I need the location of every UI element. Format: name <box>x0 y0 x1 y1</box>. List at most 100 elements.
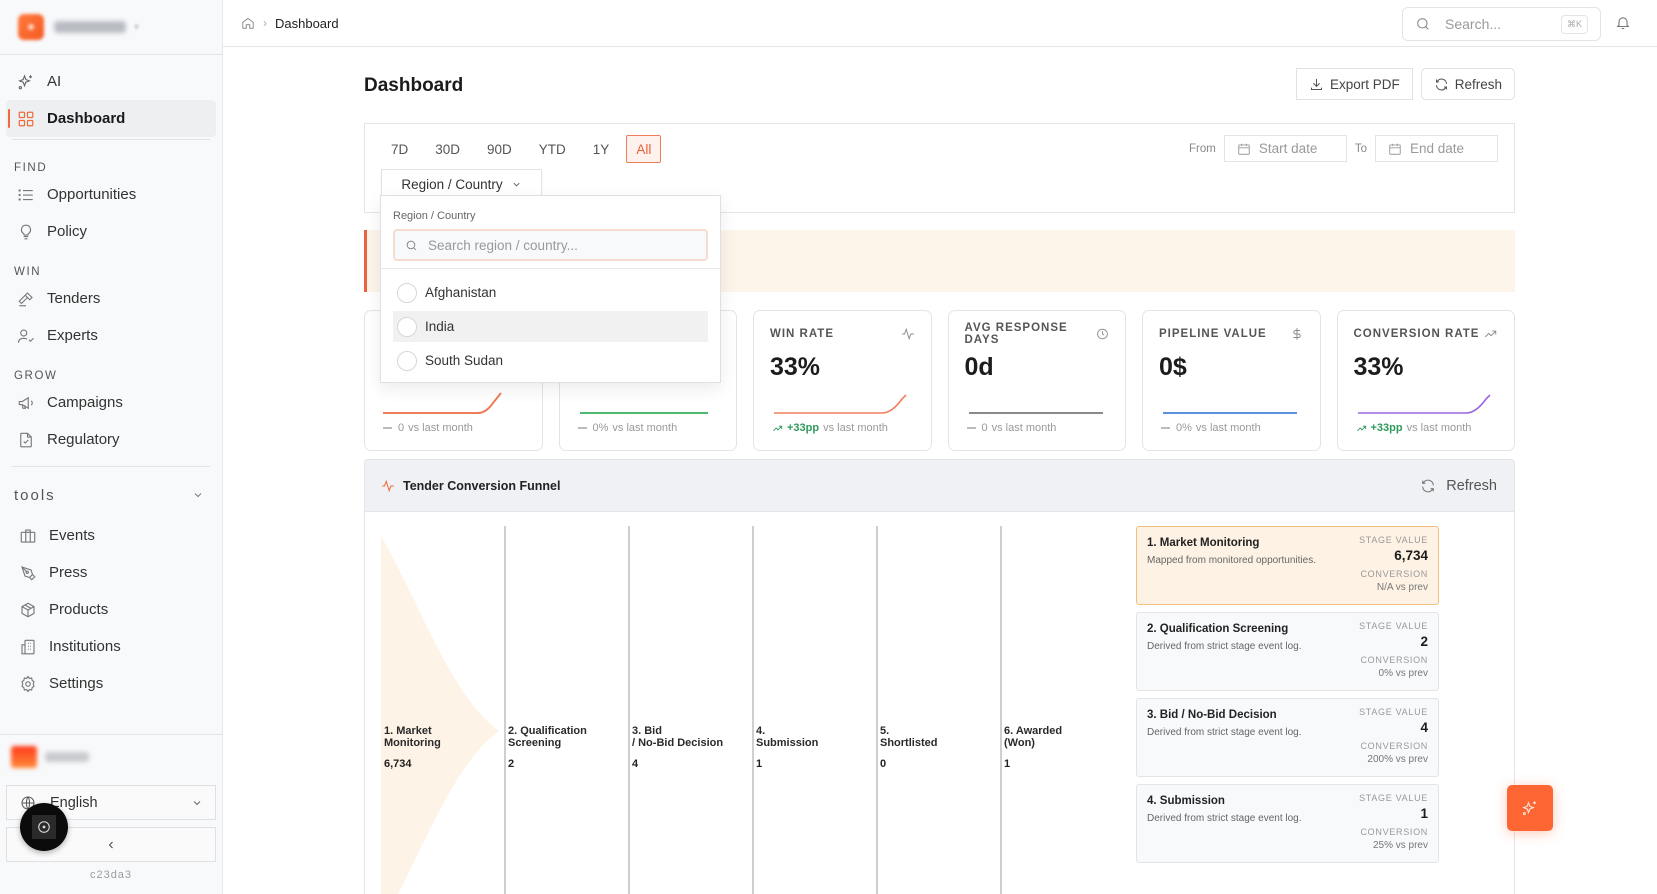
chevron-down-icon: ▾ <box>134 21 140 33</box>
list-icon <box>18 188 33 201</box>
stage-divider <box>628 526 630 894</box>
sidebar-item-label: Settings <box>49 675 104 692</box>
shortcut-hint: ⌘K <box>1560 14 1588 34</box>
trending-up-icon <box>1484 330 1497 338</box>
kpi-label: WIN RATE <box>770 328 835 340</box>
sidebar-item-ai[interactable]: AI <box>6 63 216 100</box>
lightbulb-icon <box>20 224 32 239</box>
range-ytd[interactable]: YTD <box>538 141 566 157</box>
conversion-label: CONVERSION <box>1360 569 1428 579</box>
build-hash: c23da3 <box>89 869 133 881</box>
funnel-stage-label: 5. Shortlisted <box>880 725 938 749</box>
end-date-input[interactable]: End date <box>1375 135 1498 162</box>
sidebar-nav: AI Dashboard FIND Opportunities Policy W… <box>0 55 222 702</box>
conversion-value: 25% vs prev <box>1372 840 1428 851</box>
sidebar-item-institutions[interactable]: Institutions <box>6 628 216 665</box>
refresh-icon <box>1435 78 1447 90</box>
chevron-down-icon <box>194 493 202 498</box>
sidebar-item-events[interactable]: Events <box>6 517 216 554</box>
stage-card-qualification-screening[interactable]: 2. Qualification Screening Derived from … <box>1136 612 1439 691</box>
sidebar: ▾ AI Dashboard FIND Opportunities Policy… <box>0 0 223 894</box>
stage-card-market-monitoring[interactable]: 1. Market Monitoring Mapped from monitor… <box>1136 526 1439 605</box>
region-option-afghanistan[interactable]: Afghanistan <box>393 277 708 308</box>
activity-icon <box>901 327 914 341</box>
funnel-refresh-button[interactable]: Refresh <box>1420 478 1497 494</box>
radio-button[interactable] <box>397 350 417 371</box>
sparkles-icon <box>1522 801 1536 816</box>
stage-title: 4. Submission <box>1147 795 1225 807</box>
bell-icon[interactable] <box>1615 14 1631 31</box>
delta-value: 0 <box>398 422 405 434</box>
stage-card-submission[interactable]: 4. Submission Derived from strict stage … <box>1136 784 1439 863</box>
divider <box>12 139 210 140</box>
sparkline <box>774 394 907 414</box>
start-date-input[interactable]: Start date <box>1223 135 1347 162</box>
sidebar-item-regulatory[interactable]: Regulatory <box>6 421 216 458</box>
workspace-logo <box>18 14 44 40</box>
workspace-switcher[interactable]: ▾ <box>0 0 222 55</box>
stage-value-label: STAGE VALUE <box>1359 707 1428 717</box>
section-label-win: WIN <box>14 266 42 278</box>
range-all[interactable]: All <box>626 135 662 163</box>
date-range-tabs: 7D 30D 90D YTD 1Y All <box>381 135 668 163</box>
dashboard-page: Dashboard Export PDF Refresh 7D 30D <box>364 47 1515 894</box>
radio-button[interactable] <box>397 282 417 303</box>
sidebar-item-label: Press <box>49 564 88 581</box>
stage-description: Derived from strict stage event log. <box>1147 813 1302 824</box>
sidebar-item-label: Opportunities <box>47 186 137 203</box>
range-1y[interactable]: 1Y <box>592 141 610 157</box>
sidebar-item-settings[interactable]: Settings <box>6 665 216 702</box>
user-check-icon <box>17 328 34 343</box>
region-country-dropdown-button[interactable]: Region / Country <box>381 169 542 200</box>
sparkline <box>1357 394 1491 414</box>
sidebar-item-dashboard[interactable]: Dashboard <box>6 100 216 137</box>
range-30d[interactable]: 30D <box>435 141 461 157</box>
pen-tool-icon <box>21 565 36 581</box>
trending-up-icon <box>773 425 783 431</box>
sidebar-item-label: Experts <box>47 327 98 344</box>
sidebar-item-tenders[interactable]: Tenders <box>6 280 216 317</box>
to-label: To <box>1354 142 1367 155</box>
sidebar-item-products[interactable]: Products <box>6 591 216 628</box>
stage-value: 4 <box>1420 720 1428 735</box>
delta-suffix: vs last month <box>991 422 1057 434</box>
home-icon[interactable] <box>241 16 255 30</box>
option-label: Afghanistan <box>425 285 497 300</box>
refresh-icon <box>1422 479 1435 492</box>
tools-section-toggle[interactable]: tools <box>6 473 216 517</box>
refresh-button[interactable]: Refresh <box>1420 68 1515 100</box>
assistant-launcher-button[interactable] <box>20 803 68 851</box>
sidebar-item-campaigns[interactable]: Campaigns <box>6 384 216 421</box>
stage-card-bid-no-bid-decision[interactable]: 3. Bid / No-Bid Decision Derived from st… <box>1136 698 1439 777</box>
ai-assistant-button[interactable] <box>1507 785 1553 831</box>
delta-value: 0% <box>592 422 609 434</box>
kpi-delta: 0 vs last month <box>966 422 1057 434</box>
funnel-stage-label: 4. Submission <box>756 725 819 749</box>
option-label: India <box>425 319 455 334</box>
sidebar-item-press[interactable]: Press <box>6 554 216 591</box>
range-90d[interactable]: 90D <box>487 141 512 157</box>
conversion-value: 200% vs prev <box>1367 754 1428 765</box>
delta-suffix: vs last month <box>823 422 888 434</box>
global-search-input[interactable]: Search... ⌘K <box>1402 7 1601 41</box>
dash-icon <box>966 427 976 429</box>
range-7d[interactable]: 7D <box>391 141 409 157</box>
stage-description: Derived from strict stage event log. <box>1147 641 1302 652</box>
sidebar-item-experts[interactable]: Experts <box>6 317 216 354</box>
export-pdf-button[interactable]: Export PDF <box>1295 68 1413 100</box>
region-option-south-sudan[interactable]: South Sudan <box>393 345 708 376</box>
delta-value: +33pp <box>1370 422 1403 434</box>
sidebar-item-opportunities[interactable]: Opportunities <box>6 176 216 213</box>
topbar: › Dashboard Search... ⌘K <box>223 0 1657 47</box>
radio-button[interactable] <box>397 316 417 337</box>
grid-icon <box>18 111 34 126</box>
user-profile[interactable] <box>0 735 222 779</box>
export-pdf-label: Export PDF <box>1329 76 1400 92</box>
kpi-card-win-rate: WIN RATE 33% +33pp vs last month <box>753 310 932 451</box>
region-search-input[interactable]: Search region / country... <box>393 229 708 261</box>
funnel-title: Tender Conversion Funnel <box>403 478 561 493</box>
stage-value: 2 <box>1420 634 1428 649</box>
sidebar-item-policy[interactable]: Policy <box>6 213 216 250</box>
region-option-india[interactable]: India <box>393 311 708 342</box>
